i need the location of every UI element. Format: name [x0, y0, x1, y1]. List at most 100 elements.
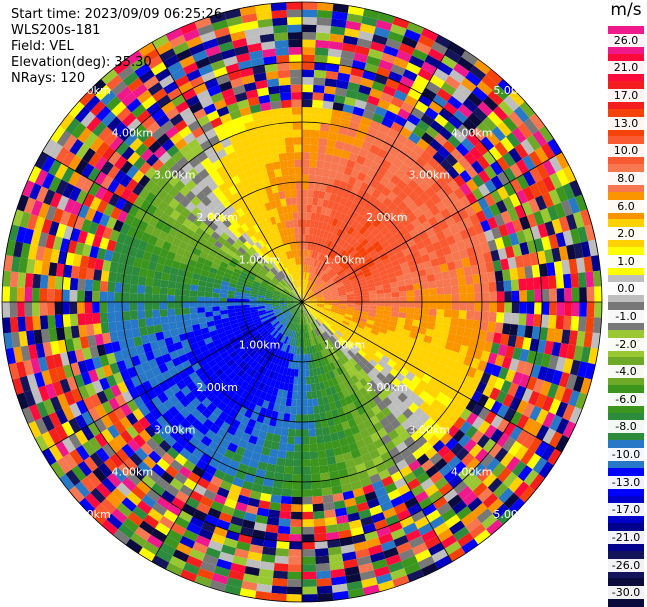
velocity-gate: [182, 459, 196, 472]
velocity-gate: [408, 55, 425, 69]
velocity-gate: [533, 314, 542, 328]
velocity-gate: [283, 252, 289, 260]
velocity-gate: [353, 289, 362, 294]
velocity-gate: [293, 219, 299, 228]
velocity-gate: [392, 245, 403, 255]
velocity-gate: [522, 186, 535, 202]
colorbar-tick-label: -21.0: [608, 530, 644, 544]
velocity-gate: [373, 257, 383, 265]
velocity-gate: [336, 203, 345, 213]
velocity-gate: [167, 308, 176, 317]
velocity-gate: [366, 245, 375, 254]
velocity-gate: [351, 533, 367, 545]
velocity-gate: [547, 383, 559, 399]
velocity-gate: [128, 204, 140, 217]
velocity-gate: [200, 327, 210, 335]
velocity-gate: [329, 561, 345, 571]
velocity-gate: [371, 480, 385, 492]
velocity-gate: [297, 272, 300, 280]
velocity-gate: [290, 257, 295, 266]
velocity-gate: [275, 365, 282, 374]
velocity-gate: [381, 319, 391, 326]
velocity-gate: [133, 195, 145, 209]
velocity-gate: [417, 379, 428, 391]
velocity-gate: [427, 315, 437, 324]
velocity-gate: [418, 180, 431, 192]
velocity-gate: [334, 423, 344, 433]
velocity-gate: [375, 182, 386, 193]
velocity-gate: [105, 492, 122, 509]
velocity-gate: [290, 84, 302, 93]
velocity-gate: [285, 451, 295, 460]
velocity-gate: [146, 101, 161, 116]
velocity-gate: [307, 413, 315, 422]
velocity-gate: [226, 236, 236, 246]
velocity-gate: [312, 227, 318, 236]
velocity-gate: [328, 270, 336, 277]
velocity-gate: [207, 180, 219, 192]
velocity-gate: [278, 442, 288, 452]
velocity-gate: [302, 2, 318, 10]
velocity-gate: [488, 443, 503, 458]
velocity-gate: [84, 232, 96, 246]
velocity-gate: [316, 442, 326, 452]
velocity-gate: [41, 172, 55, 190]
velocity-gate: [184, 402, 196, 414]
velocity-gate: [344, 285, 353, 291]
velocity-gate: [254, 251, 262, 260]
velocity-gate: [213, 26, 231, 39]
velocity-gate: [247, 42, 263, 53]
velocity-gate: [413, 313, 422, 321]
velocity-gate: [237, 277, 246, 284]
velocity-gate: [219, 305, 228, 311]
velocity-gate: [241, 254, 250, 263]
velocity-gate: [355, 45, 370, 56]
velocity-gate: [193, 430, 206, 442]
velocity-gate: [413, 196, 425, 208]
velocity-gate: [257, 299, 265, 302]
velocity-gate: [167, 529, 183, 543]
velocity-gate: [79, 89, 96, 107]
velocity-gate: [434, 132, 448, 146]
velocity-gate: [335, 281, 344, 287]
velocity-gate: [309, 297, 317, 301]
velocity-gate: [390, 568, 407, 581]
velocity-gate: [184, 150, 197, 163]
velocity-gate: [39, 288, 48, 302]
velocity-gate: [88, 369, 99, 383]
velocity-gate: [185, 496, 200, 510]
velocity-gate: [280, 495, 292, 505]
velocity-gate: [473, 311, 482, 321]
velocity-gate: [289, 526, 302, 535]
velocity-gate: [350, 383, 360, 393]
velocity-gate: [322, 340, 329, 349]
velocity-gate: [217, 192, 228, 203]
velocity-gate: [143, 514, 160, 529]
velocity-gate: [165, 465, 179, 478]
velocity-gate: [312, 329, 318, 338]
velocity-gate: [202, 332, 211, 340]
velocity-gate: [402, 195, 414, 207]
velocity-gate: [252, 318, 261, 324]
velocity-gate: [263, 439, 273, 449]
range-ring-label: 4.00km: [112, 126, 154, 139]
velocity-gate: [258, 187, 268, 197]
velocity-gate: [251, 285, 260, 291]
velocity-gate: [381, 117, 394, 129]
velocity-gate: [407, 391, 419, 403]
velocity-gate: [159, 287, 168, 295]
velocity-gate: [306, 289, 312, 297]
velocity-gate: [542, 411, 556, 428]
velocity-gate: [277, 183, 285, 192]
velocity-gate: [428, 343, 438, 354]
velocity-gate: [74, 159, 89, 175]
velocity-gate: [369, 298, 377, 302]
velocity-gate: [148, 376, 160, 389]
velocity-gate: [541, 396, 555, 412]
velocity-gate: [90, 487, 106, 504]
velocity-gate: [334, 454, 345, 464]
velocity-gate: [357, 235, 366, 244]
velocity-gate: [294, 302, 302, 305]
velocity-gate: [562, 358, 574, 374]
velocity-gate: [328, 425, 337, 435]
